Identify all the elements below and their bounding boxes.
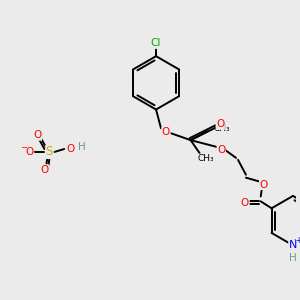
Text: H: H bbox=[289, 253, 297, 263]
Text: H: H bbox=[78, 142, 86, 152]
Text: O: O bbox=[260, 180, 268, 190]
Text: CH₃: CH₃ bbox=[213, 124, 230, 133]
Text: O: O bbox=[217, 145, 225, 155]
Text: −: − bbox=[20, 143, 27, 152]
Text: Cl: Cl bbox=[151, 38, 161, 48]
Text: S: S bbox=[46, 146, 53, 158]
Text: O: O bbox=[216, 119, 224, 129]
Text: O: O bbox=[241, 198, 249, 208]
Text: O: O bbox=[40, 165, 49, 175]
Text: O: O bbox=[26, 147, 34, 157]
Text: O: O bbox=[66, 144, 74, 154]
Text: O: O bbox=[162, 127, 170, 137]
Text: CH₃: CH₃ bbox=[197, 154, 214, 164]
Text: N: N bbox=[289, 240, 297, 250]
Text: O: O bbox=[33, 130, 42, 140]
Text: +: + bbox=[295, 236, 300, 245]
